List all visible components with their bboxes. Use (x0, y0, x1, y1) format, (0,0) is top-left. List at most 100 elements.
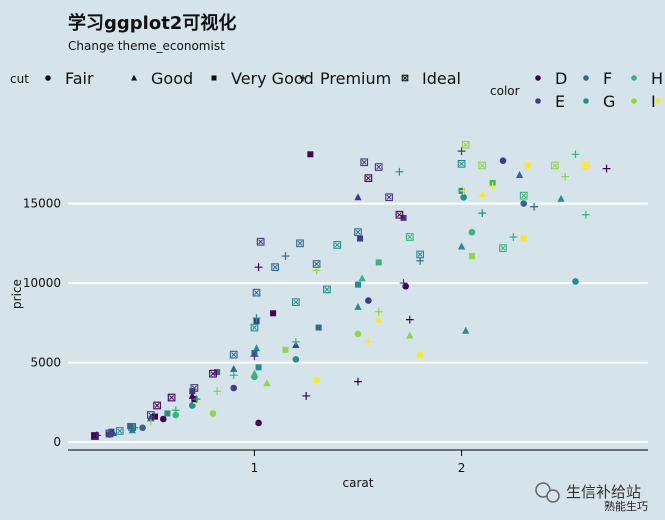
point-good (252, 344, 261, 352)
point-premium (171, 406, 180, 415)
point-ideal (395, 210, 404, 219)
legend-color-label: I (651, 92, 656, 111)
chart-title: 学习ggplot2可视化 (68, 12, 236, 34)
point-premium (374, 307, 383, 316)
point-good (230, 364, 238, 372)
point-premium (254, 263, 263, 272)
legend-label: Premium (320, 69, 391, 88)
legend-color-key-d (535, 75, 541, 81)
x-axis-title: carat (343, 476, 374, 490)
legend-label: Very Good (231, 69, 314, 88)
point-premium (250, 352, 259, 361)
point-fair (159, 415, 167, 423)
point-ideal (105, 429, 114, 438)
point-fair (520, 200, 528, 207)
point-good (358, 274, 366, 282)
point-very-good (152, 413, 158, 420)
legend-key-fair (45, 75, 51, 81)
axes: 0 5000 10000 15000 1 2 (23, 197, 648, 475)
point-ideal (115, 427, 124, 435)
point-ideal (333, 241, 342, 249)
point-good (557, 194, 565, 202)
point-very-good (270, 310, 277, 317)
point-fair (354, 330, 362, 338)
point-fair (499, 157, 507, 164)
point-premium (364, 337, 373, 346)
legend-color-label: F (603, 69, 612, 88)
legend-key-good (130, 74, 138, 81)
point-ideal (167, 393, 176, 402)
point-ideal (229, 350, 238, 359)
point-fair (365, 297, 372, 304)
point-ideal (461, 140, 470, 149)
point-premium (252, 314, 261, 322)
point-ideal (478, 161, 487, 170)
point-ideal (405, 233, 414, 241)
point-fair (572, 278, 579, 285)
legend-key-ideal (401, 74, 409, 82)
point-very-good (255, 364, 262, 371)
legend-color-key-e (535, 98, 541, 104)
legend-label: Ideal (422, 69, 461, 88)
legend-color-title: color (490, 84, 520, 98)
y-axis-title: price (10, 279, 24, 309)
point-good (462, 326, 470, 334)
point-premium (478, 209, 487, 218)
point-fair (468, 228, 476, 236)
point-very-good (355, 281, 361, 288)
point-ideal (312, 260, 321, 268)
point-ideal (296, 239, 304, 248)
point-premium (291, 337, 300, 346)
point-fair (460, 193, 467, 201)
point-ideal (360, 158, 369, 167)
point-good (263, 379, 271, 387)
point-premium (213, 387, 222, 396)
point-fair (313, 376, 320, 384)
point-premium (354, 377, 362, 386)
legend-color: color DE FG HI (490, 69, 663, 111)
point-fair (188, 402, 196, 409)
legend-color-key-g (583, 98, 589, 104)
wechat-icon (535, 482, 560, 503)
y-tick-label: 10000 (23, 276, 61, 290)
watermark-author: 熟能生巧 (604, 499, 648, 513)
point-good (354, 193, 362, 201)
point-ideal (271, 263, 279, 272)
point-good (478, 190, 486, 198)
y-tick-label: 0 (53, 435, 61, 449)
point-very-good (164, 410, 171, 417)
point-ideal (582, 161, 590, 170)
point-very-good (315, 324, 322, 331)
point-premium (530, 202, 538, 211)
point-ideal (499, 244, 507, 252)
legend-cut-title: cut (10, 72, 29, 86)
point-fair (292, 356, 300, 363)
legend-color-label: D (555, 69, 567, 88)
point-ideal (190, 384, 199, 392)
point-very-good (214, 369, 221, 376)
legend-cut: cut Fair Good Very Good Premium Ideal (10, 69, 461, 88)
point-ideal (147, 411, 155, 419)
point-fair (139, 424, 146, 432)
watermark-channel: 生信补给站 (566, 483, 641, 501)
legend-color-key-h (631, 75, 637, 81)
point-fair (255, 419, 262, 427)
point-fair (209, 410, 217, 417)
point-ideal (323, 285, 331, 294)
point-very-good (520, 235, 527, 242)
gridlines (68, 202, 648, 444)
legend-color-label: E (555, 92, 565, 111)
point-premium (281, 252, 290, 260)
point-fair (172, 411, 180, 419)
legend-color-label: G (603, 92, 615, 111)
point-premium (399, 279, 408, 287)
point-ideal (250, 323, 259, 332)
point-ideal (416, 250, 424, 259)
point-ideal (292, 298, 300, 307)
x-tick-label: 1 (251, 461, 259, 475)
point-very-good (468, 253, 475, 260)
legend-label: Good (151, 69, 193, 88)
point-very-good (307, 151, 314, 158)
